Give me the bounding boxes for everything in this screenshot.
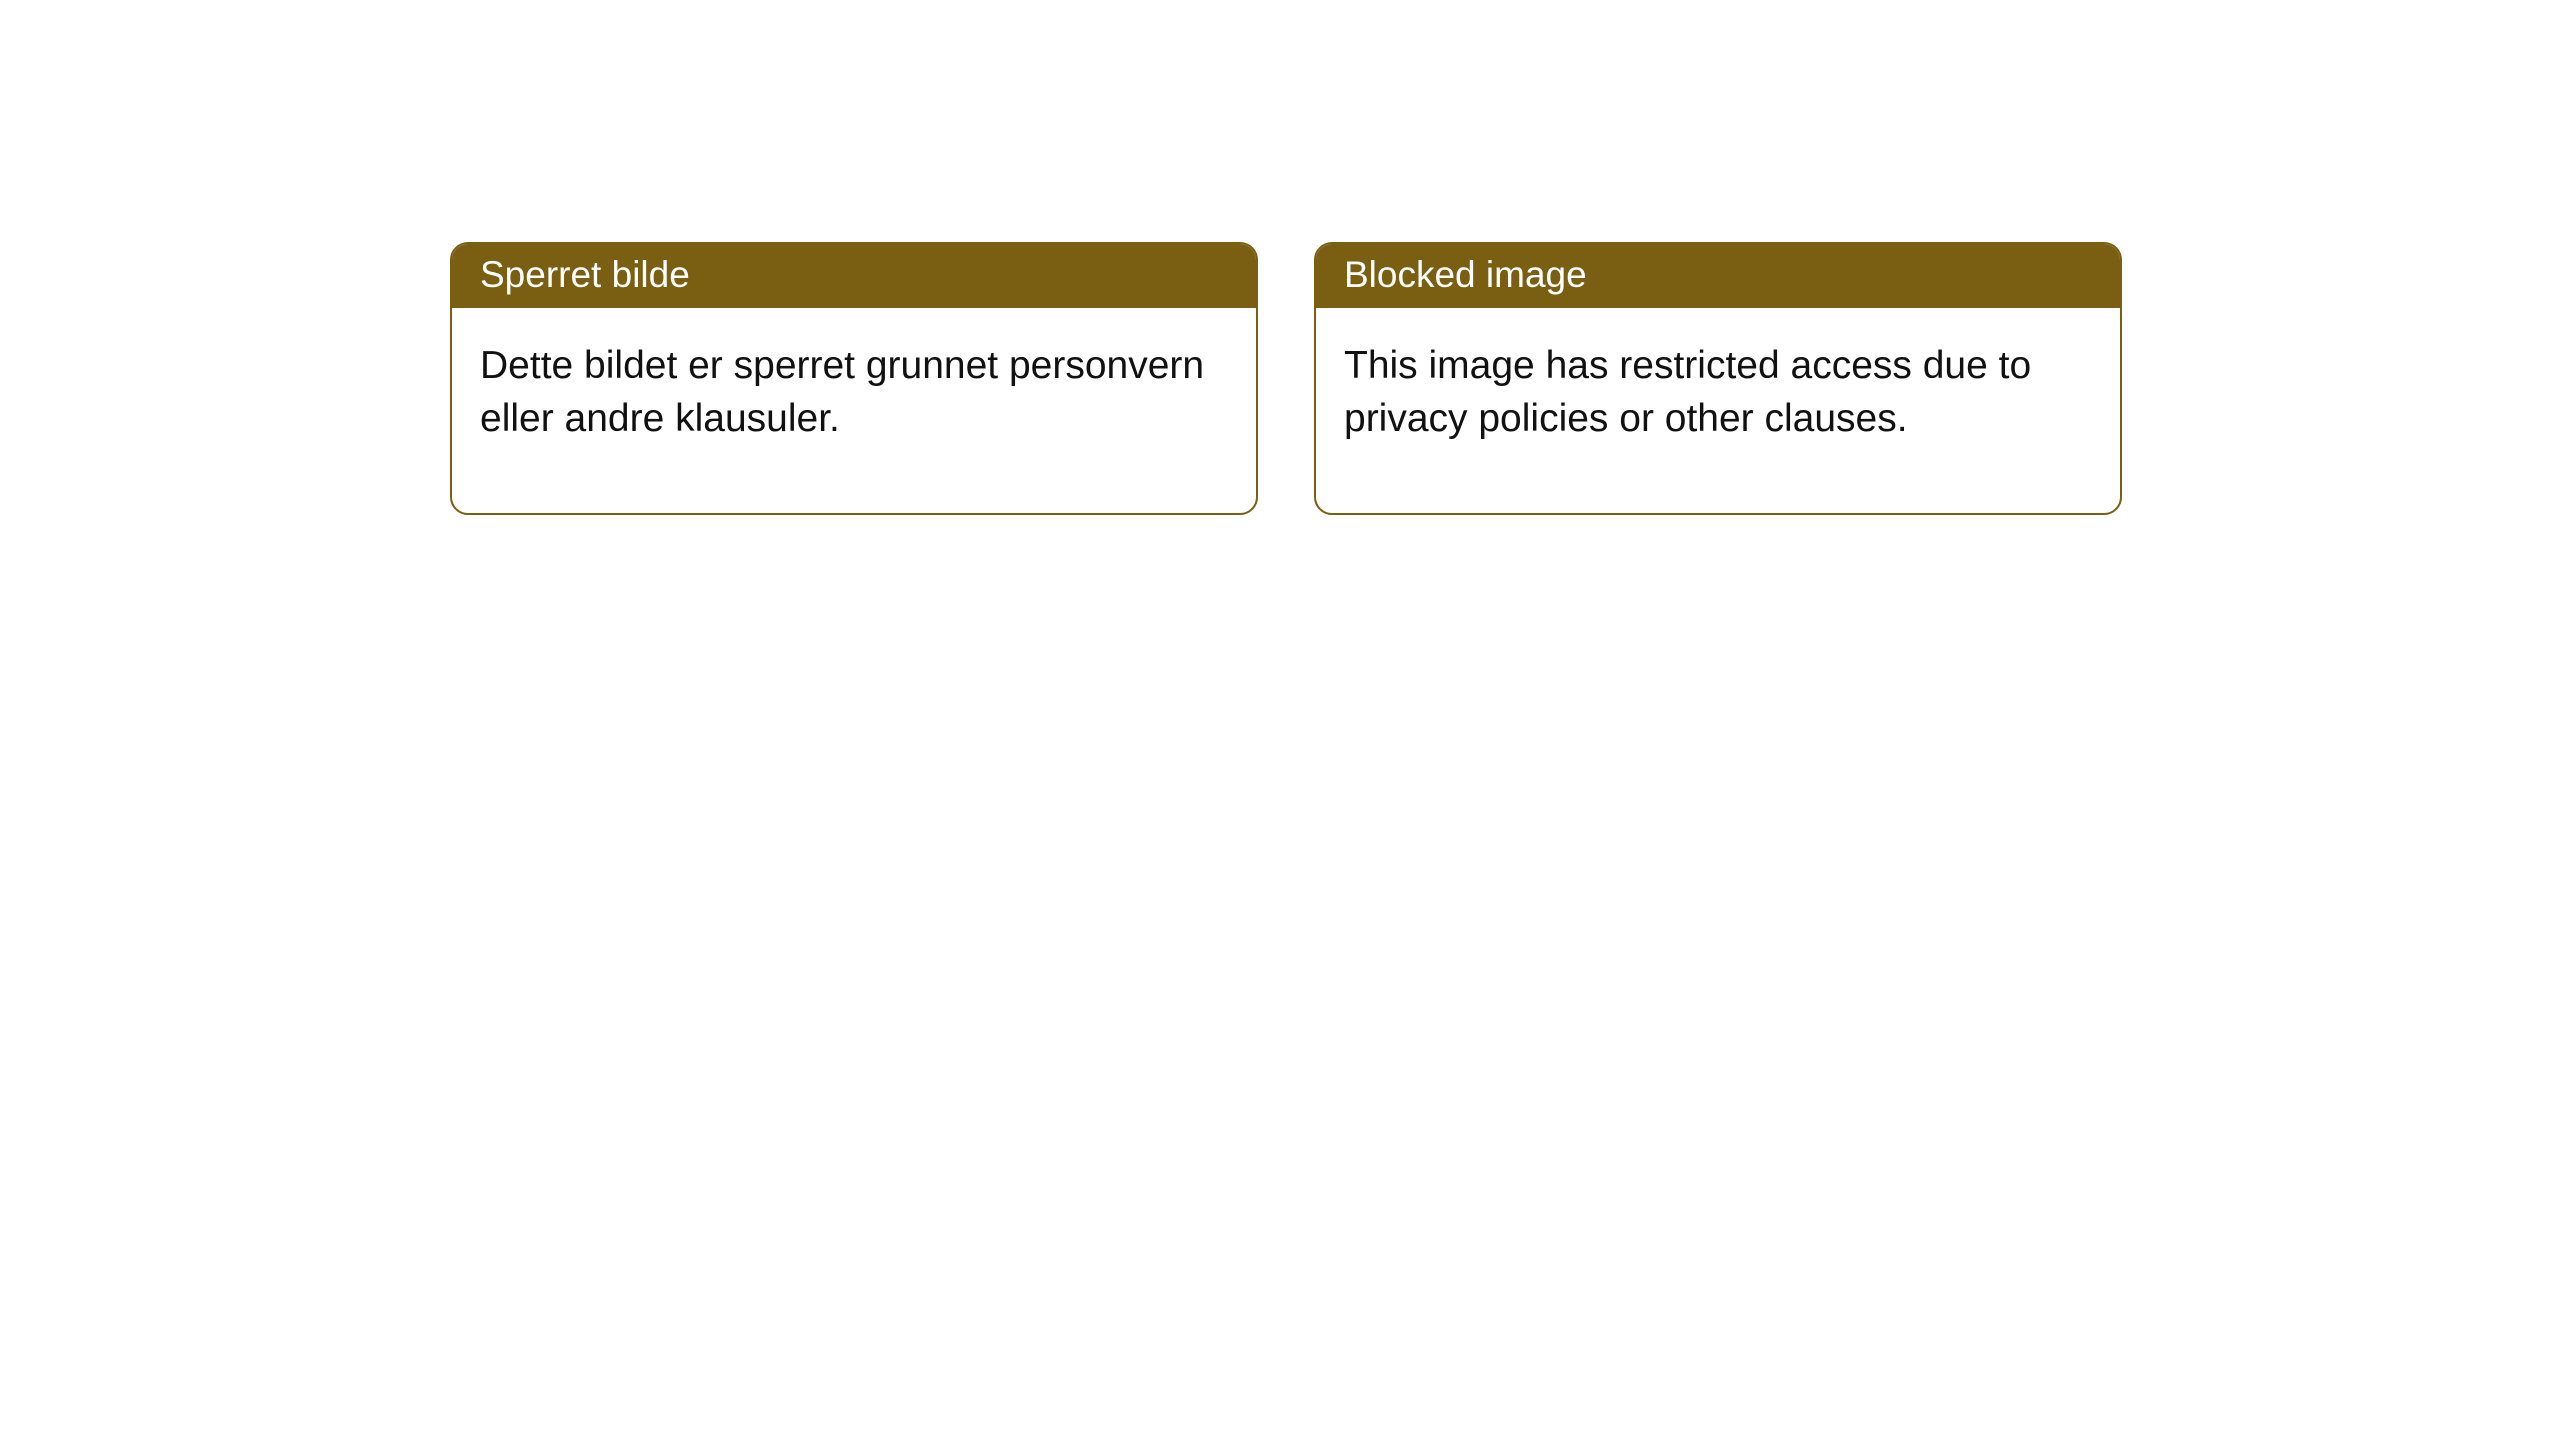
notice-container: Sperret bilde Dette bildet er sperret gr…: [450, 242, 2122, 515]
blocked-image-card-no: Sperret bilde Dette bildet er sperret gr…: [450, 242, 1258, 515]
card-body-no: Dette bildet er sperret grunnet personve…: [452, 308, 1256, 513]
card-header-no: Sperret bilde: [452, 244, 1256, 308]
card-header-en: Blocked image: [1316, 244, 2120, 308]
blocked-image-card-en: Blocked image This image has restricted …: [1314, 242, 2122, 515]
card-body-en: This image has restricted access due to …: [1316, 308, 2120, 513]
